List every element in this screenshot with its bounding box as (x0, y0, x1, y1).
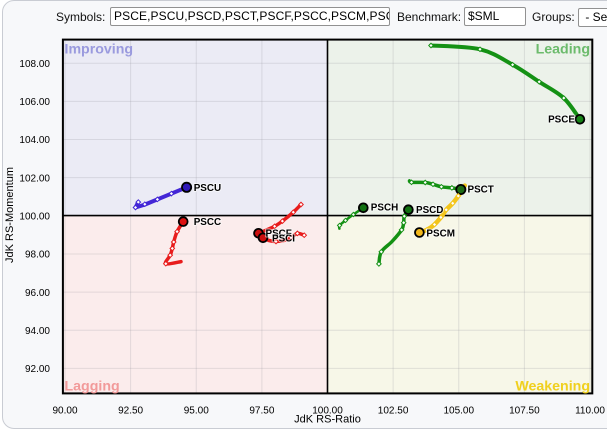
svg-text:Improving: Improving (65, 42, 134, 58)
svg-text:92.50: 92.50 (118, 406, 143, 417)
svg-text:PSCC: PSCC (194, 217, 221, 228)
svg-text:90.00: 90.00 (52, 406, 77, 417)
svg-text:95.00: 95.00 (184, 406, 209, 417)
svg-text:98.00: 98.00 (25, 250, 50, 261)
svg-text:PSCM: PSCM (426, 228, 455, 239)
svg-text:105.00: 105.00 (443, 406, 474, 417)
svg-text:92.00: 92.00 (25, 364, 50, 375)
svg-text:102.50: 102.50 (378, 406, 409, 417)
svg-text:107.50: 107.50 (509, 406, 540, 417)
svg-text:97.50: 97.50 (249, 406, 274, 417)
svg-text:94.00: 94.00 (25, 326, 50, 337)
svg-text:102.00: 102.00 (19, 173, 50, 184)
svg-text:100.00: 100.00 (312, 406, 343, 417)
svg-text:96.00: 96.00 (25, 288, 50, 299)
svg-text:PSCE: PSCE (548, 114, 575, 125)
svg-text:PSCH: PSCH (371, 203, 398, 214)
svg-text:PSCI: PSCI (272, 233, 295, 244)
svg-text:104.00: 104.00 (19, 135, 50, 146)
svg-text:Lagging: Lagging (65, 378, 120, 394)
svg-text:Leading: Leading (536, 42, 590, 58)
svg-text:100.00: 100.00 (19, 211, 50, 222)
svg-text:PSCU: PSCU (194, 183, 221, 194)
svg-text:106.00: 106.00 (19, 97, 50, 108)
svg-text:PSCT: PSCT (468, 184, 494, 195)
svg-text:JdK RS-Ratio: JdK RS-Ratio (294, 414, 361, 426)
svg-text:JdK RS-Momentum: JdK RS-Momentum (4, 167, 16, 263)
svg-text:108.00: 108.00 (19, 59, 50, 70)
svg-text:110.00: 110.00 (575, 406, 605, 417)
svg-text:PSCD: PSCD (416, 205, 443, 216)
svg-text:Weakening: Weakening (515, 378, 590, 394)
svg-text:PSCF: PSCF (266, 229, 292, 240)
